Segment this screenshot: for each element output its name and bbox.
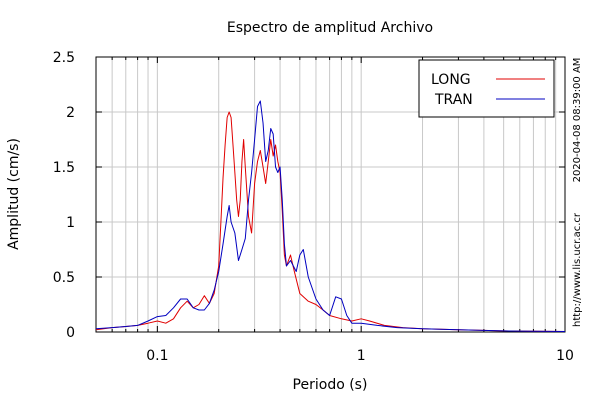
y-axis-title: Amplitud (cm/s): [6, 138, 22, 250]
series-lines: [95, 100, 566, 332]
legend: LONG TRAN: [418, 59, 555, 118]
timestamp-label: 2020-04-08 08:39:00 AM: [572, 58, 583, 183]
legend-label-tran: TRAN: [434, 92, 473, 108]
y-tick-label: 1: [66, 215, 75, 231]
legend-box: [418, 59, 555, 118]
legend-label-long: LONG: [431, 72, 471, 88]
source-url-label: http://www.lis.ucr.ac.cr: [572, 212, 583, 327]
plot-frame: [95, 56, 566, 333]
y-tick-label: 2.5: [53, 50, 75, 66]
y-tick-label: 0: [66, 325, 75, 341]
y-tick-labels: 0 0.5 1 1.5 2 2.5: [53, 50, 75, 341]
x-tick-label: 0.1: [146, 348, 168, 364]
y-tick-label: 1.5: [53, 160, 75, 176]
chart-title: Espectro de amplitud Archivo: [227, 20, 433, 36]
x-tick-labels: 0.1 1 10: [146, 348, 574, 364]
y-tick-label: 0.5: [53, 270, 75, 286]
x-tick-label: 1: [357, 348, 366, 364]
x-tick-label: 10: [556, 348, 574, 364]
series-line-tran: [95, 100, 566, 332]
x-axis-title: Periodo (s): [293, 377, 368, 393]
y-tick-label: 2: [66, 105, 75, 121]
